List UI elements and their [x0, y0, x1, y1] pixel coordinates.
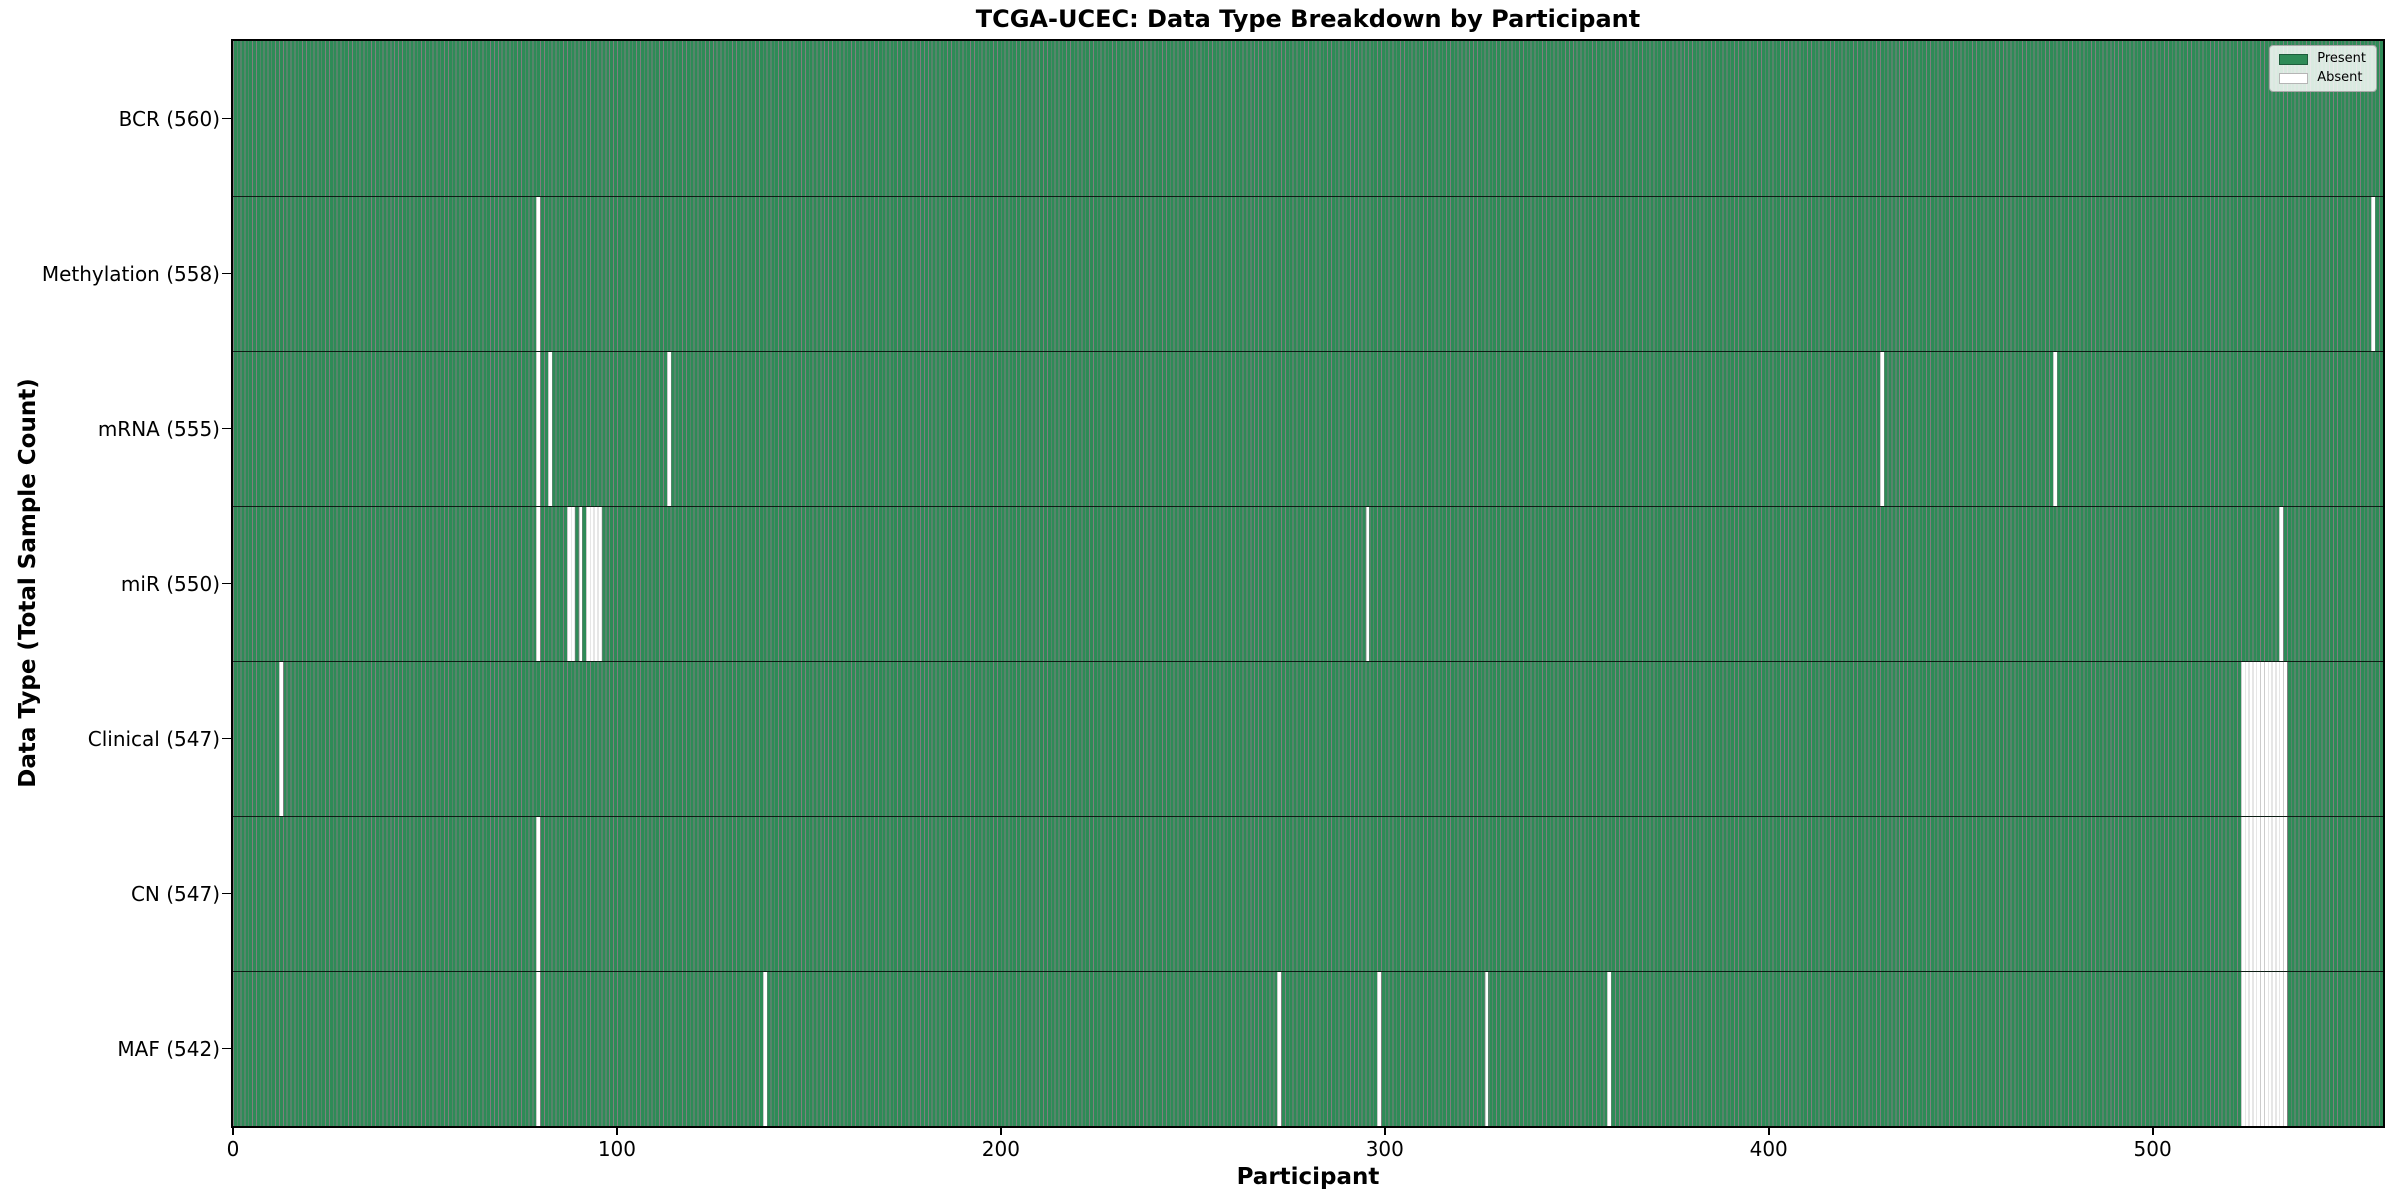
absent-bar — [567, 507, 575, 661]
x-tick-mark — [1767, 1126, 1770, 1135]
absent-bar — [1377, 972, 1381, 1126]
x-tick-label: 400 — [1749, 1137, 1788, 1161]
y-tick-mark — [222, 272, 231, 275]
y-tick-label: mRNA (555) — [97, 416, 220, 441]
absent-bar — [762, 972, 767, 1126]
y-tick-mark — [222, 737, 231, 740]
y-tick-mark — [222, 117, 231, 120]
legend-swatch-present-icon — [2279, 53, 2309, 65]
absent-bar — [1880, 352, 1884, 506]
absent-bar — [2052, 352, 2057, 506]
absent-bar — [536, 972, 541, 1126]
absent-bar — [2371, 197, 2376, 351]
y-tick-mark — [222, 1047, 231, 1050]
y-tick-label: MAF (542) — [117, 1036, 220, 1061]
heatmap-row — [233, 41, 2383, 196]
x-tick-label: 0 — [226, 1137, 240, 1161]
absent-bar — [1484, 972, 1489, 1126]
y-tick-label: Clinical (547) — [87, 726, 220, 751]
x-tick-mark — [2151, 1126, 2154, 1135]
legend: Present Absent — [2269, 45, 2377, 92]
heatmap-row — [233, 196, 2383, 351]
y-tick-label: BCR (560) — [118, 106, 220, 131]
y-tick-label: CN (547) — [130, 881, 220, 906]
chart-title: TCGA-UCEC: Data Type Breakdown by Partic… — [975, 5, 1641, 33]
legend-entry-present: Present — [2279, 52, 2366, 66]
absent-bar — [1607, 972, 1612, 1126]
legend-label-present: Present — [2317, 51, 2366, 66]
plot-area: Present Absent — [231, 39, 2385, 1128]
x-tick-mark — [232, 1126, 234, 1135]
absent-bar — [536, 352, 541, 506]
x-tick-label: 200 — [981, 1137, 1020, 1161]
x-axis-label: Participant — [1236, 1164, 1380, 1190]
y-tick-mark — [222, 892, 231, 895]
absent-bar — [586, 507, 602, 661]
y-tick-mark — [222, 582, 231, 585]
x-tick-label: 100 — [597, 1137, 637, 1161]
x-tick-mark — [616, 1126, 618, 1135]
absent-bar — [2240, 662, 2287, 816]
absent-bar — [547, 352, 552, 506]
legend-swatch-absent-icon — [2279, 72, 2309, 84]
y-tick-mark — [222, 427, 231, 430]
x-tick-mark — [1383, 1126, 1386, 1135]
legend-entry-absent: Absent — [2279, 71, 2366, 85]
absent-bar — [536, 197, 541, 351]
heatmap-row — [233, 661, 2383, 816]
x-tick-label: 500 — [2133, 1137, 2172, 1161]
absent-bar — [536, 507, 541, 661]
absent-bar — [1365, 507, 1370, 661]
absent-bar — [2279, 507, 2284, 661]
absent-bar — [1277, 972, 1282, 1126]
absent-bar — [279, 662, 283, 816]
heatmap-row — [233, 351, 2383, 506]
absent-bar — [2240, 972, 2287, 1126]
legend-label-absent: Absent — [2317, 70, 2363, 85]
absent-bar — [578, 507, 583, 661]
y-tick-label: miR (550) — [120, 571, 220, 596]
heatmap-row — [233, 816, 2383, 971]
y-tick-label: Methylation (558) — [41, 261, 220, 286]
x-tick-label: 300 — [1365, 1137, 1404, 1161]
absent-bar — [666, 352, 671, 506]
heatmap-row — [233, 506, 2383, 661]
heatmap-row — [233, 971, 2383, 1126]
absent-bar — [2240, 817, 2287, 971]
absent-bar — [536, 817, 541, 971]
x-tick-mark — [999, 1126, 1002, 1135]
